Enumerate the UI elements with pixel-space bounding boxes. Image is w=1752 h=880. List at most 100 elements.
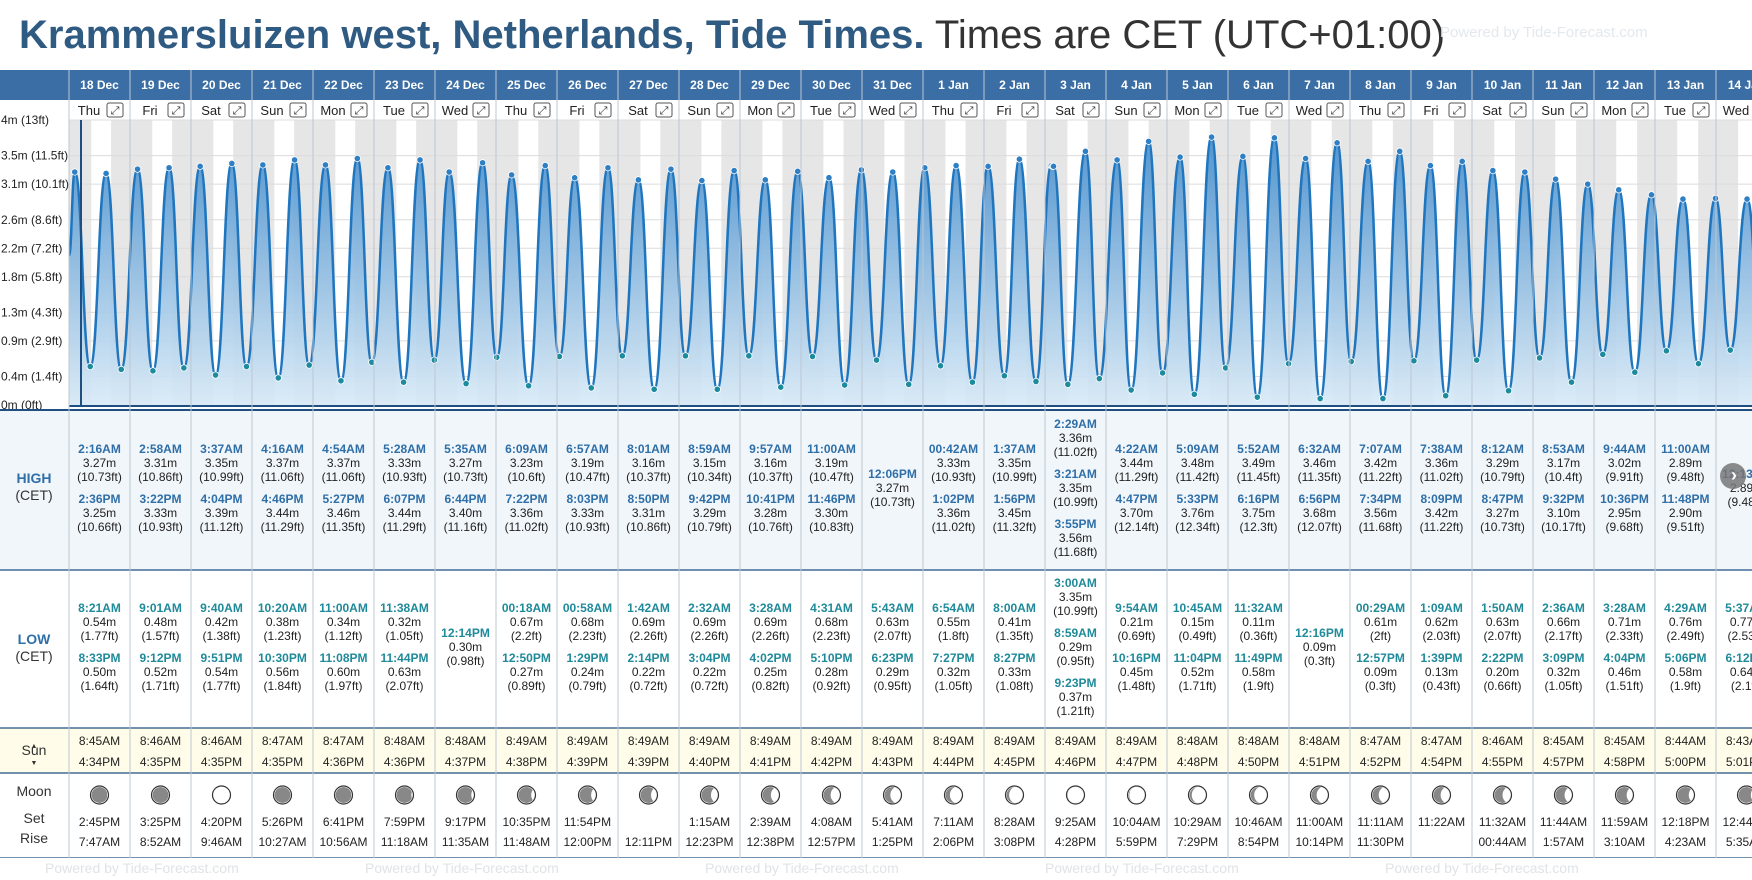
low-tide-point — [337, 377, 345, 385]
expand-day-button[interactable] — [167, 102, 185, 118]
low-tide-feet: (0.66ft) — [1483, 679, 1521, 693]
high-tide-feet: (11.42ft) — [1176, 470, 1220, 484]
expand-day-button[interactable] — [1326, 102, 1344, 118]
high-tide-feet: (10.47ft) — [565, 470, 610, 484]
expand-day-button[interactable] — [960, 102, 978, 118]
expand-day-button[interactable] — [1021, 102, 1039, 118]
scroll-right-button[interactable] — [1720, 463, 1746, 489]
expand-day-button[interactable] — [350, 102, 368, 118]
high-tide-meters: 3.48m — [1181, 456, 1214, 470]
expand-day-button[interactable] — [1631, 102, 1649, 118]
expand-day-button[interactable] — [472, 102, 490, 118]
sunset-time: 4:38PM — [506, 755, 547, 769]
low-tide-point — [149, 367, 157, 375]
low-tide-meters: 0.13m — [1425, 665, 1458, 679]
sunrise-time: 8:45AM — [79, 734, 120, 748]
low-tide-meters: 0.09m — [1364, 665, 1397, 679]
low-tide-time: 8:59AM — [1054, 626, 1097, 640]
low-tide-time: 8:00AM — [993, 601, 1036, 615]
expand-day-button[interactable] — [289, 102, 307, 118]
high-tide-time: 6:57AM — [566, 442, 609, 456]
high-tide-feet: (10.93ft) — [382, 470, 427, 484]
sunset-time: 4:39PM — [567, 755, 608, 769]
low-tide-time: 00:29AM — [1356, 601, 1405, 615]
expand-day-button[interactable] — [1204, 102, 1222, 118]
low-tide-meters: 0.29m — [1059, 640, 1092, 654]
expand-day-button[interactable] — [1082, 102, 1100, 118]
sunrise-time: 8:49AM — [689, 734, 730, 748]
low-tide-feet: (0.89ft) — [507, 679, 545, 693]
low-tide-row — [0, 570, 1752, 728]
high-tide-feet: (11.02ft) — [932, 520, 976, 534]
expand-day-button[interactable] — [655, 102, 673, 118]
low-tide-time: 6:23PM — [871, 651, 913, 665]
high-tide-meters: 3.29m — [1486, 456, 1519, 470]
low-tide-time: 2:36AM — [1542, 601, 1585, 615]
date-label: 20 Dec — [202, 78, 241, 92]
moon-lit-part — [890, 787, 901, 803]
expand-day-button[interactable] — [594, 102, 612, 118]
high-tide-meters: 3.19m — [571, 456, 604, 470]
low-tide-time: 10:20AM — [258, 601, 307, 615]
low-tide-point — [841, 381, 849, 389]
low-tide-feet: (2.33ft) — [1605, 629, 1643, 643]
low-tide-feet: (1.71ft) — [141, 679, 179, 693]
expand-day-button[interactable] — [1692, 102, 1710, 118]
expand-icon: ⤢ — [1575, 105, 1584, 117]
moonset-time: 3:25PM — [140, 815, 181, 829]
low-tide-time: 3:09PM — [1542, 651, 1584, 665]
expand-day-button[interactable] — [838, 102, 856, 118]
high-tide-feet: (10.99ft) — [992, 470, 1037, 484]
high-tide-feet: (11.35ft) — [322, 520, 366, 534]
y-tick-label: 3.5m (11.5ft) — [1, 149, 68, 163]
expand-day-button[interactable] — [533, 102, 551, 118]
expand-day-button[interactable] — [411, 102, 429, 118]
expand-icon: ⤢ — [1209, 105, 1218, 117]
low-tide-meters: 0.20m — [1486, 665, 1519, 679]
high-tide-time: 6:44PM — [444, 492, 486, 506]
high-tide-time: 8:09PM — [1420, 492, 1462, 506]
expand-day-button[interactable] — [1265, 102, 1283, 118]
low-tide-meters: 0.32m — [937, 665, 970, 679]
expand-icon: ⤢ — [1697, 105, 1706, 117]
expand-day-button[interactable] — [716, 102, 734, 118]
powered-by-footer: Powered by Tide-Forecast.com — [45, 860, 239, 876]
sunrise-time: 8:47AM — [1360, 734, 1401, 748]
expand-day-button[interactable] — [1509, 102, 1527, 118]
low-tide-feet: (1.8ft) — [938, 629, 969, 643]
high-tide-feet: (12.34ft) — [1175, 520, 1220, 534]
high-tide-time: 5:09AM — [1176, 442, 1219, 456]
expand-day-button[interactable] — [106, 102, 124, 118]
low-tide-feet: (2.03ft) — [1422, 629, 1460, 643]
expand-day-button[interactable] — [1570, 102, 1588, 118]
moonrise-time: 3:08PM — [994, 835, 1035, 849]
low-tide-time: 9:23PM — [1054, 676, 1096, 690]
moonset-time: 1:15AM — [689, 815, 730, 829]
low-tide-time: 7:27PM — [932, 651, 974, 665]
weekday-label: Fri — [996, 103, 1011, 118]
weekday-label: Tue — [1664, 103, 1686, 118]
moonrise-time: 12:11PM — [625, 835, 672, 849]
low-tide-meters: 0.38m — [266, 615, 299, 629]
sunset-time: 4:40PM — [689, 755, 730, 769]
low-tide-time: 10:30PM — [258, 651, 307, 665]
low-tide-feet: (1.35ft) — [995, 629, 1033, 643]
expand-day-button[interactable] — [777, 102, 795, 118]
high-tide-point — [1081, 147, 1090, 155]
low-tide-time: 5:10PM — [810, 651, 852, 665]
expand-day-button[interactable] — [228, 102, 246, 118]
expand-day-button[interactable] — [899, 102, 917, 118]
high-tide-point — [952, 162, 960, 170]
moon-shadow — [152, 787, 169, 803]
expand-day-button[interactable] — [1387, 102, 1405, 118]
high-tide-time: 6:07PM — [383, 492, 425, 506]
expand-day-button[interactable] — [1143, 102, 1161, 118]
high-tide-feet: (10.73ft) — [77, 470, 122, 484]
high-tide-feet: (10.47ft) — [809, 470, 854, 484]
low-tide-point — [1442, 392, 1450, 400]
low-tide-time: 5:06PM — [1664, 651, 1706, 665]
expand-day-button[interactable] — [1448, 102, 1466, 118]
moonset-time: 11:00AM — [1296, 815, 1343, 829]
weekday-label: Wed — [1296, 103, 1323, 118]
low-tide-time: 5:37AM — [1725, 601, 1752, 615]
